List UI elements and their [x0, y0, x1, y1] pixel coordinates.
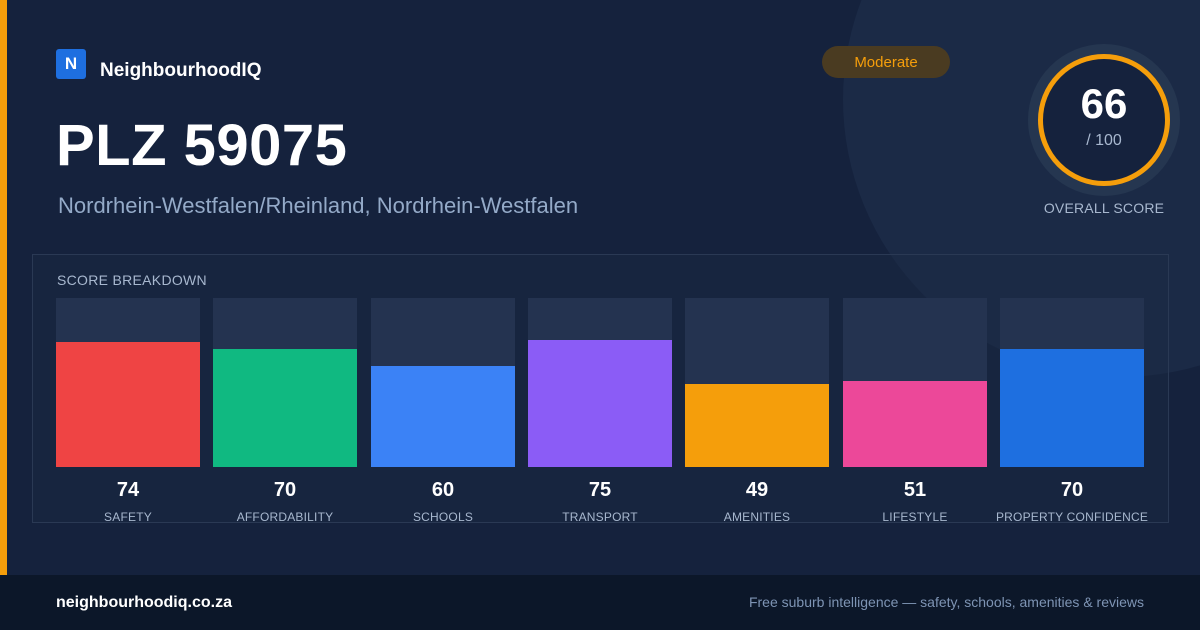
bar-track: [56, 298, 200, 467]
breakdown-item-affordability: 70 AFFORDABILITY: [213, 298, 357, 524]
bar-fill: [1000, 349, 1144, 467]
bar-track: [371, 298, 515, 467]
bar-value: 60: [431, 479, 455, 501]
bar-fill: [213, 349, 357, 467]
breakdown-item-property-confidence: 70 PROPERTY CONFIDENCE: [996, 298, 1148, 524]
brand-name: NeighbourhoodIQ: [100, 60, 262, 81]
footer-tagline: Free suburb intelligence — safety, schoo…: [748, 594, 1144, 610]
bar-value: 51: [903, 479, 927, 501]
bar-track: [843, 298, 987, 467]
breakdown-item-schools: 60 SCHOOLS: [371, 298, 515, 524]
accent-strip: [0, 0, 7, 575]
brand-logo-icon: N: [56, 49, 86, 79]
bar-track: [1000, 298, 1144, 467]
overall-score-value: 66: [1080, 80, 1128, 127]
bar-track: [213, 298, 357, 467]
rating-badge: Moderate: [822, 46, 950, 78]
score-breakdown-panel: SCORE BREAKDOWN 74 SAFETY 70 AFFORDABILITY 6…: [32, 254, 1169, 524]
bar-label: LIFESTYLE: [882, 510, 948, 524]
region-subtitle: Nordrhein-Westfalen/Rheinland, Nordrhein…: [58, 193, 579, 218]
overall-score-caption: OVERALL SCORE: [1043, 200, 1165, 216]
bar-fill: [843, 381, 987, 467]
bar-value: 74: [116, 479, 140, 501]
footer-url[interactable]: neighbourhoodiq.co.za: [56, 594, 232, 611]
breakdown-item-safety: 74 SAFETY: [56, 298, 200, 524]
bar-label: PROPERTY CONFIDENCE: [995, 510, 1149, 524]
bar-value: 70: [273, 479, 297, 501]
bar-value: 49: [745, 479, 769, 501]
brand: N NeighbourhoodIQ: [56, 46, 261, 82]
bar-fill: [56, 342, 200, 467]
footer: neighbourhoodiq.co.za Free suburb intell…: [0, 575, 1200, 630]
bar-label: TRANSPORT: [562, 510, 638, 524]
score-ring-icon: [1038, 54, 1170, 186]
overall-score-ring: 66 / 100: [1028, 44, 1180, 196]
breakdown-item-lifestyle: 51 LIFESTYLE: [843, 298, 987, 524]
bar-label: AMENITIES: [723, 510, 791, 524]
breakdown-title: SCORE BREAKDOWN: [57, 272, 207, 288]
breakdown-item-amenities: 49 AMENITIES: [685, 298, 829, 524]
overall-score-max: / 100: [1086, 132, 1122, 149]
bar-fill: [528, 340, 672, 467]
bar-label: SCHOOLS: [412, 510, 474, 524]
bar-track: [528, 298, 672, 467]
bar-fill: [371, 366, 515, 467]
breakdown-item-transport: 75 TRANSPORT: [528, 298, 672, 524]
bar-label: SAFETY: [104, 510, 152, 524]
page-title: PLZ 59075: [56, 113, 348, 178]
bar-track: [685, 298, 829, 467]
bar-value: 75: [588, 479, 612, 501]
bar-label: AFFORDABILITY: [236, 510, 334, 524]
bar-value: 70: [1060, 479, 1084, 501]
bar-fill: [685, 384, 829, 467]
